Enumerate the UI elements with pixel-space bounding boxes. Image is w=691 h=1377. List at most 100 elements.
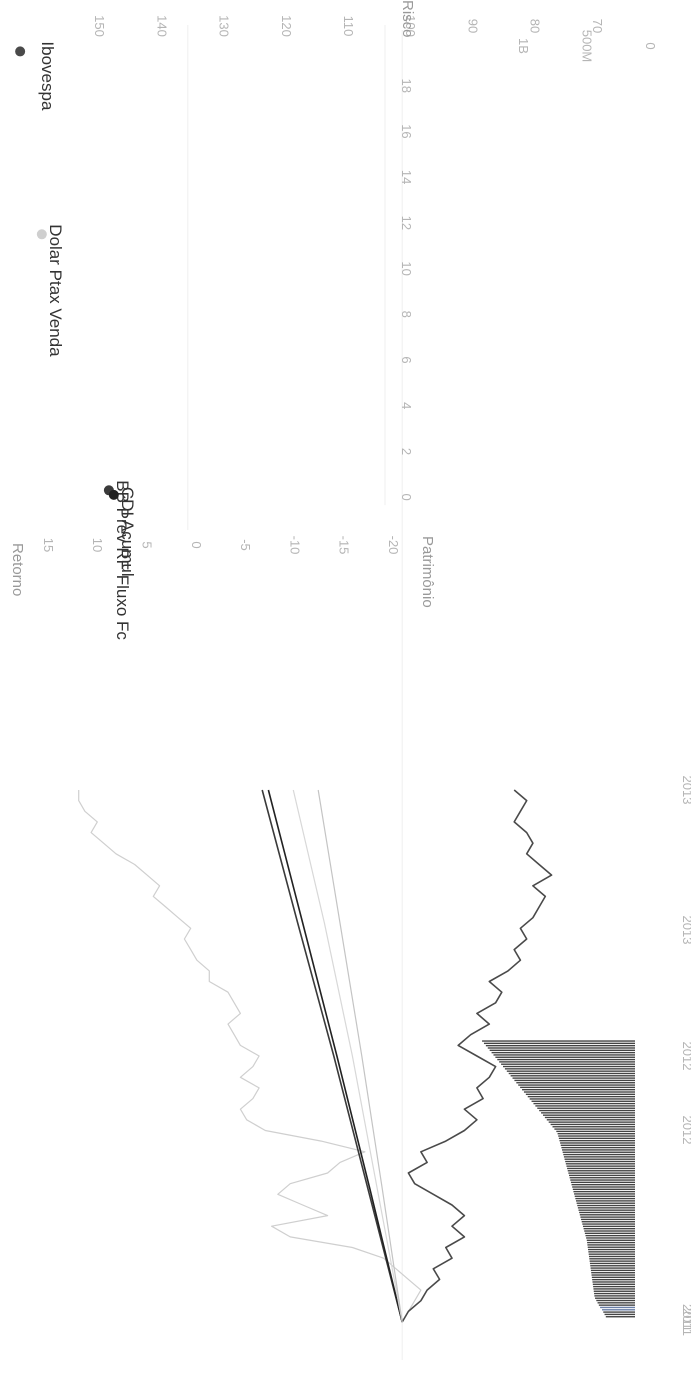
perf-value-tick: 120 xyxy=(279,15,294,37)
point-label-dolar: Dolar Ptax Venda xyxy=(46,224,65,357)
patrimonio-bar xyxy=(593,1290,635,1292)
patrimonio-bar xyxy=(603,1311,635,1313)
perf-time-tick: 2011 xyxy=(680,1308,691,1336)
patrimonio-bar xyxy=(485,1044,635,1047)
patrimonio-bar xyxy=(595,1297,635,1299)
patrimonio-bar xyxy=(531,1100,635,1102)
point-cdi xyxy=(108,489,119,500)
patrimonio-bar xyxy=(571,1183,635,1186)
patrimonio-bar xyxy=(573,1190,635,1193)
point-label-cdi: CDI Acumul xyxy=(118,487,137,577)
patrimonio-bar xyxy=(582,1225,635,1228)
return-tick: -20 xyxy=(386,536,401,555)
patrimonio-bar xyxy=(579,1211,635,1214)
patrimonio-bar xyxy=(560,1144,635,1146)
patrimonio-bar xyxy=(493,1054,635,1056)
return-tick: -5 xyxy=(238,539,253,551)
risk-tick: 14 xyxy=(399,170,414,184)
patrimonio-bar xyxy=(591,1274,635,1276)
patrimonio-bar xyxy=(556,1130,635,1133)
patrimonio-bar xyxy=(563,1153,635,1156)
patrimonio-bar xyxy=(520,1086,635,1089)
patrimonio-bar xyxy=(589,1262,635,1265)
patrimonio-bar xyxy=(516,1082,635,1084)
patrimonio-bar xyxy=(588,1251,635,1253)
patrimonio-bar xyxy=(489,1049,635,1052)
point-label-bb_prev: BB Prev RF Fluxo Fc xyxy=(113,480,132,640)
patrimonio-bar xyxy=(542,1114,635,1116)
patrimonio-bar xyxy=(548,1121,635,1123)
patrimonio-bar xyxy=(497,1058,635,1061)
risk-axis-title: Risco xyxy=(399,0,416,38)
patrimonio-bar xyxy=(593,1288,635,1290)
patrimonio-bar xyxy=(577,1207,635,1209)
patrimonio-bar xyxy=(564,1158,635,1160)
patrimonio-bar xyxy=(597,1302,635,1304)
patrimonio-bar xyxy=(569,1174,635,1177)
patrimonio-bar xyxy=(588,1253,635,1255)
patrimonio-bar xyxy=(514,1079,635,1082)
patrimonio-title: Patrimônio xyxy=(419,536,436,608)
patrimonio-value-tick: 1B xyxy=(516,38,531,54)
patrimonio-bar xyxy=(575,1197,635,1200)
patrimonio-bar xyxy=(529,1098,635,1100)
patrimonio-bar xyxy=(594,1295,635,1297)
patrimonio-bar xyxy=(563,1156,635,1158)
patrimonio-bar xyxy=(584,1232,635,1235)
patrimonio-bar xyxy=(483,1042,635,1045)
patrimonio-bar xyxy=(506,1070,635,1072)
patrimonio-bar xyxy=(535,1105,635,1107)
return-tick: 10 xyxy=(90,538,105,552)
patrimonio-bar xyxy=(567,1170,635,1172)
perf-value-tick: 90 xyxy=(465,19,480,33)
patrimonio-bar xyxy=(598,1304,635,1306)
patrimonio-bar xyxy=(596,1299,635,1302)
risk-return-scatter-chart: 15 10 5 0 -5 -10 -15 -20 0 2 4 6 8 10 12 14 16 18 Retorno R… xyxy=(9,0,416,640)
patrimonio-bar xyxy=(587,1244,635,1246)
patrimonio-bar xyxy=(586,1237,635,1239)
patrimonio-bar xyxy=(587,1246,635,1248)
patrimonio-bar xyxy=(482,1040,635,1042)
patrimonio-bar xyxy=(604,1313,635,1316)
patrimonio-bar xyxy=(525,1093,635,1096)
patrimonio-bar xyxy=(593,1285,635,1288)
patrimonio-bar xyxy=(578,1209,635,1211)
return-tick: 15 xyxy=(41,538,56,552)
patrimonio-bar xyxy=(577,1204,635,1207)
patrimonio-bar xyxy=(588,1248,635,1251)
patrimonio-bar xyxy=(574,1195,635,1197)
patrimonio-bar xyxy=(559,1139,635,1142)
patrimonio-bar xyxy=(562,1151,635,1153)
patrimonio-bar xyxy=(582,1223,635,1225)
patrimonio-bar xyxy=(584,1230,635,1232)
patrimonio-bar xyxy=(512,1077,635,1079)
return-tick: -10 xyxy=(287,536,302,555)
patrimonio-bar xyxy=(562,1149,635,1151)
patrimonio-bar xyxy=(587,1241,635,1244)
patrimonio-bar xyxy=(565,1163,635,1165)
patrimonio-bar xyxy=(581,1221,635,1223)
patrimonio-bar xyxy=(602,1309,635,1311)
risk-tick: 8 xyxy=(399,311,414,318)
patrimonio-bar xyxy=(510,1075,635,1077)
patrimonio-bar xyxy=(594,1292,635,1295)
series-line-light2 xyxy=(317,789,403,1323)
patrimonio-bar xyxy=(589,1258,635,1260)
patrimonio-bar xyxy=(588,1255,635,1258)
patrimonio-bar xyxy=(592,1283,635,1285)
risk-tick: 10 xyxy=(399,261,414,275)
patrimonio-bar xyxy=(560,1142,635,1144)
patrimonio-bar xyxy=(544,1116,635,1119)
risk-tick: 12 xyxy=(399,216,414,230)
series-line-cdi xyxy=(267,789,403,1323)
patrimonio-bar xyxy=(503,1065,635,1068)
patrimonio-bar xyxy=(592,1281,635,1283)
perf-time-tick: 2012 xyxy=(680,1042,691,1071)
perf-value-tick: 80 xyxy=(528,19,543,33)
patrimonio-bar xyxy=(565,1160,635,1163)
perf-value-tick: 150 xyxy=(92,15,107,37)
patrimonio-bar xyxy=(546,1119,635,1121)
patrimonio-time-tick: 2013 xyxy=(680,916,691,945)
patrimonio-bar xyxy=(591,1272,635,1274)
